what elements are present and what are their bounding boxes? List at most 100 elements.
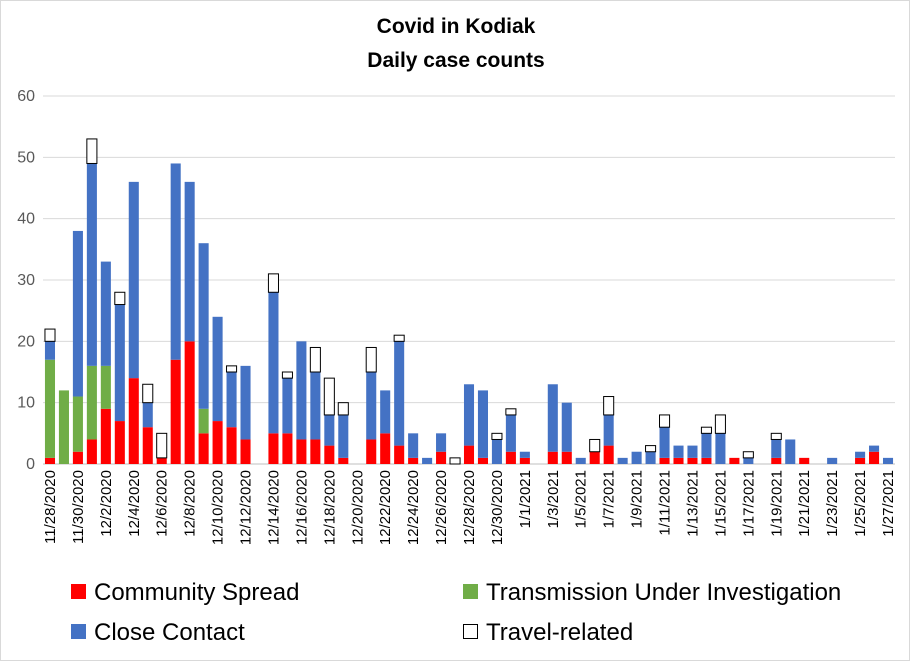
x-tick-label: 1/15/2021	[712, 470, 729, 537]
bar-community-spread-7	[142, 427, 153, 464]
bar-community-spread-25	[394, 445, 405, 464]
legend-label-community-spread: Community Spread	[94, 579, 300, 606]
bar-community-spread-20	[324, 445, 335, 464]
x-tick-label: 12/26/2020	[433, 470, 450, 545]
legend-swatch-community-spread	[71, 584, 86, 600]
bar-close-contact-31	[477, 390, 488, 458]
x-tick-label: 1/21/2021	[796, 470, 813, 537]
bar-close-contact-25	[394, 341, 405, 446]
bar-close-contact-2	[72, 230, 83, 397]
bar-travel-related-33	[505, 408, 517, 416]
bar-close-contact-30	[463, 384, 475, 446]
x-tick-label: 11/28/2020	[42, 470, 59, 544]
bar-community-spread-6	[128, 378, 139, 464]
bar-community-spread-3	[86, 439, 97, 464]
bar-travel-related-8	[156, 432, 168, 459]
bar-community-spread-31	[477, 457, 488, 464]
bar-transmission-under-investigation-4	[100, 365, 111, 409]
bar-community-spread-18	[296, 439, 307, 464]
bar-close-contact-44	[659, 427, 670, 458]
bar-close-contact-38	[575, 457, 586, 464]
x-tick-label: 12/16/2020	[293, 470, 310, 545]
bar-close-contact-27	[422, 457, 433, 464]
bar-close-contact-43	[645, 451, 656, 464]
y-tick-label: 30	[17, 272, 35, 289]
bar-close-contact-58	[855, 451, 866, 458]
bar-travel-related-5	[114, 291, 126, 306]
bar-travel-related-50	[742, 451, 754, 459]
bar-close-contact-59	[869, 445, 880, 452]
bar-community-spread-39	[589, 451, 600, 464]
bar-transmission-under-investigation-11	[198, 408, 209, 434]
bar-community-spread-54	[799, 457, 810, 464]
bar-close-contact-41	[617, 457, 628, 464]
x-tick-label: 12/8/2020	[182, 470, 199, 537]
y-tick-label: 10	[17, 395, 35, 412]
bar-close-contact-11	[198, 243, 209, 409]
x-tick-label: 1/3/2021	[545, 470, 562, 528]
x-tick-label: 12/2/2020	[98, 470, 115, 537]
legend-item-close-contact: Close Contact	[71, 618, 245, 648]
bar-close-contact-9	[170, 163, 181, 360]
bar-community-spread-30	[463, 445, 475, 464]
bar-community-spread-21	[338, 457, 349, 464]
bar-close-contact-0	[44, 341, 56, 360]
bar-travel-related-7	[142, 383, 154, 404]
bar-travel-related-48	[714, 414, 726, 434]
bar-community-spread-8	[156, 457, 167, 464]
bar-community-spread-34	[519, 457, 530, 464]
bar-close-contact-24	[380, 390, 391, 434]
x-tick-label: 12/4/2020	[126, 470, 143, 537]
bar-close-contact-20	[324, 414, 335, 446]
bar-community-spread-9	[170, 359, 181, 464]
legend-item-transmission-under-investigation: Transmission Under Investigation	[463, 578, 841, 608]
legend-item-travel-related: Travel-related	[463, 618, 633, 648]
bar-travel-related-0	[44, 328, 56, 342]
bar-close-contact-33	[505, 414, 516, 452]
bar-community-spread-24	[380, 433, 391, 464]
y-tick-label: 0	[26, 456, 35, 473]
bar-close-contact-21	[338, 414, 349, 458]
x-tick-label: 1/13/2021	[684, 470, 701, 537]
x-tick-label: 11/30/2020	[70, 470, 87, 544]
bar-close-contact-45	[673, 445, 684, 458]
bar-close-contact-17	[282, 378, 293, 434]
x-tick-label: 12/14/2020	[265, 470, 282, 545]
x-tick-label: 1/27/2021	[880, 470, 897, 537]
bar-travel-related-29	[449, 457, 461, 465]
bar-close-contact-34	[519, 451, 530, 458]
bar-close-contact-6	[128, 181, 139, 379]
y-tick-label: 50	[17, 149, 35, 166]
x-tick-label: 12/20/2020	[349, 470, 366, 545]
bar-community-spread-40	[603, 445, 614, 464]
bar-travel-related-39	[589, 438, 601, 453]
x-tick-label: 1/25/2021	[852, 470, 869, 537]
bar-travel-related-20	[323, 377, 335, 416]
chart-title: Covid in Kodiak	[376, 15, 536, 38]
bar-travel-related-40	[603, 396, 615, 416]
bar-travel-related-32	[491, 432, 503, 440]
bar-close-contact-14	[240, 365, 251, 440]
bar-community-spread-33	[505, 451, 516, 464]
bar-transmission-under-investigation-3	[86, 365, 97, 440]
bar-community-spread-19	[310, 439, 321, 464]
bar-community-spread-28	[436, 451, 447, 464]
y-tick-label: 40	[17, 211, 35, 228]
bar-community-spread-13	[226, 427, 237, 464]
bar-travel-related-13	[226, 365, 238, 373]
bar-close-contact-28	[436, 433, 447, 452]
bar-close-contact-32	[491, 439, 502, 464]
bar-close-contact-48	[715, 433, 726, 464]
bar-close-contact-56	[827, 457, 838, 464]
bar-close-contact-40	[603, 414, 614, 446]
bar-close-contact-50	[743, 457, 754, 464]
bar-close-contact-5	[114, 304, 125, 422]
bar-close-contact-37	[561, 402, 572, 452]
bar-close-contact-46	[687, 445, 698, 458]
bar-close-contact-10	[184, 181, 195, 342]
bar-close-contact-4	[100, 261, 111, 366]
bar-transmission-under-investigation-1	[58, 390, 69, 464]
legend-label-transmission-under-investigation: Transmission Under Investigation	[486, 579, 842, 606]
bar-close-contact-16	[268, 292, 279, 434]
